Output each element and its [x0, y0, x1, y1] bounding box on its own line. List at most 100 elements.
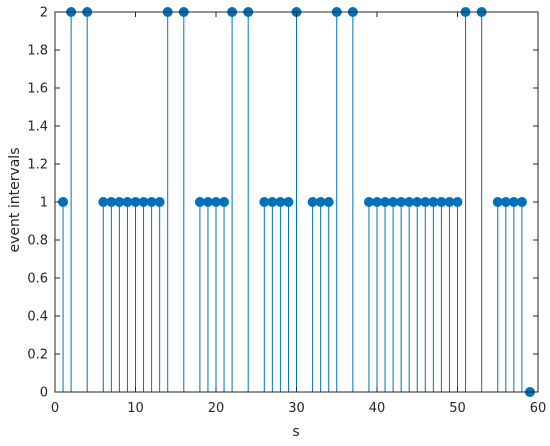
- stem-56: [500, 197, 511, 392]
- x-tick-label: 30: [288, 401, 305, 416]
- stem-32: [307, 197, 318, 392]
- stem-26: [259, 197, 270, 392]
- stem-marker: [363, 197, 374, 207]
- stem-57: [508, 197, 519, 392]
- y-tick-label: 1.8: [27, 44, 48, 59]
- stem-41: [380, 197, 391, 392]
- stem-33: [315, 197, 326, 392]
- y-tick-label: 0.4: [27, 310, 48, 325]
- y-tick-label: 1.2: [27, 158, 48, 173]
- stem-marker: [323, 197, 334, 207]
- stem-48: [436, 197, 447, 392]
- y-tick-label: 1: [40, 196, 48, 211]
- x-tick-label: 60: [530, 401, 547, 416]
- stem-22: [227, 7, 238, 392]
- stem-27: [267, 197, 278, 392]
- stem-marker: [372, 197, 382, 207]
- stem-8: [114, 197, 125, 392]
- stem-55: [492, 197, 503, 392]
- stem-37: [347, 7, 358, 392]
- y-axis-label: event intervals: [7, 148, 23, 253]
- x-tick-label: 50: [449, 401, 466, 416]
- stem-marker: [380, 197, 391, 207]
- stem-marker: [508, 197, 519, 207]
- stem-marker: [388, 197, 399, 207]
- y-tick-label: 0.2: [27, 348, 48, 363]
- stem-39: [363, 197, 374, 392]
- stem-14: [162, 7, 173, 392]
- stem-9: [122, 197, 133, 392]
- stem-13: [154, 197, 165, 392]
- stem-marker: [267, 197, 278, 207]
- stem-29: [283, 197, 294, 392]
- stem-marker: [500, 197, 511, 207]
- stem-marker: [404, 197, 415, 207]
- stem-34: [323, 197, 334, 392]
- stem-marker: [420, 197, 431, 207]
- x-axis-label: s: [292, 424, 299, 440]
- stem-53: [476, 7, 487, 392]
- stem-marker: [130, 197, 141, 207]
- stem-2: [66, 7, 77, 392]
- stem-marker: [219, 197, 230, 207]
- stem-marker: [444, 197, 455, 207]
- stem-6: [98, 197, 109, 392]
- stem-18: [194, 197, 205, 392]
- stem-marker: [98, 197, 109, 207]
- stem-marker: [307, 197, 318, 207]
- stem-40: [372, 197, 382, 392]
- stem-30: [291, 7, 302, 392]
- ticks-layer: 0 10 20 30 40 50 60 0 0.2 0.4 0.6 0.8 1 1.2 1.4 1.6 1.8 2: [27, 6, 546, 417]
- stem-marker: [194, 197, 205, 207]
- stem-24: [243, 7, 254, 392]
- y-tick-label: 0: [40, 386, 48, 401]
- stem-19: [202, 197, 213, 392]
- x-tick-label: 20: [208, 401, 225, 416]
- stem-20: [211, 197, 221, 392]
- stem-marker: [428, 197, 439, 207]
- stem-46: [420, 197, 431, 392]
- stem-marker: [138, 197, 149, 207]
- y-tick-label: 0.8: [27, 234, 48, 249]
- stem-11: [138, 197, 149, 392]
- stem-12: [146, 197, 157, 392]
- stem-58: [516, 197, 527, 392]
- stem-51: [460, 7, 471, 392]
- stem-marker: [315, 197, 326, 207]
- y-tick-label: 2: [40, 6, 48, 21]
- y-tick-label: 1.4: [27, 120, 48, 135]
- stem-35: [331, 7, 342, 392]
- stem-marker: [396, 197, 407, 207]
- stem-marker: [452, 197, 463, 207]
- stem-marker: [106, 197, 117, 207]
- stem-50: [452, 197, 463, 392]
- stem-marker: [154, 197, 165, 207]
- stem-marker: [283, 197, 294, 207]
- stem-marker: [211, 197, 221, 207]
- stem-16: [178, 7, 189, 392]
- stem-marker: [58, 197, 69, 207]
- x-tick-label: 0: [51, 401, 59, 416]
- x-tick-label: 40: [369, 401, 386, 416]
- stem-43: [396, 197, 407, 392]
- stem-28: [275, 197, 286, 392]
- x-tick-label: 10: [127, 401, 144, 416]
- stem-marker: [146, 197, 157, 207]
- stem-42: [388, 197, 399, 392]
- stem-marker: [516, 197, 527, 207]
- stem-marker: [436, 197, 447, 207]
- stem-marker: [122, 197, 133, 207]
- stem-marker: [202, 197, 213, 207]
- stem-10: [130, 197, 141, 392]
- stem-7: [106, 197, 117, 392]
- stem-marker: [259, 197, 270, 207]
- stem-marker: [412, 197, 423, 207]
- stem-marker: [114, 197, 125, 207]
- stem-49: [444, 197, 455, 392]
- stem-21: [219, 197, 230, 392]
- stems-layer: [58, 7, 535, 397]
- stem-1: [58, 197, 69, 392]
- stem-marker: [492, 197, 503, 207]
